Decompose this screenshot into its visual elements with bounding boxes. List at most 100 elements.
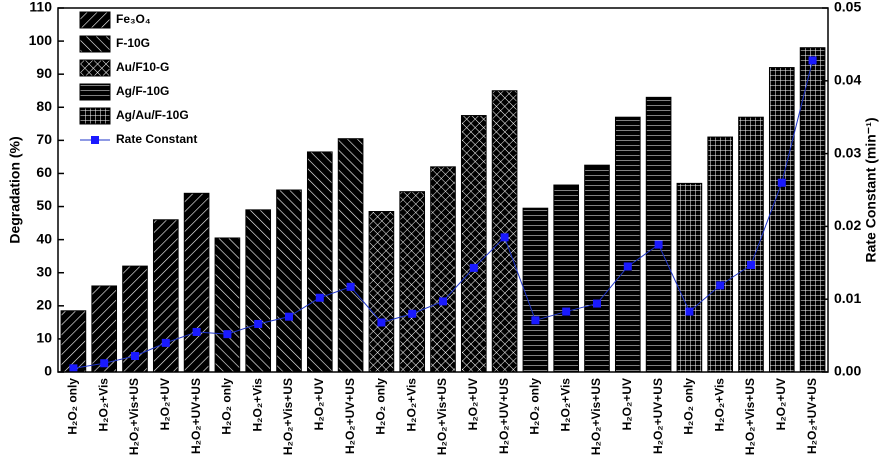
y2-tick-label: 0.05 [834,0,861,15]
x-tick-label: H₂O₂+UV [620,378,634,430]
bar [799,47,826,373]
marker [254,319,263,328]
bar [183,192,210,373]
marker [685,307,694,316]
x-tick-label: H₂O₂+Vis+US [589,378,603,455]
x-tick-label: H₂O₂ only [374,378,388,435]
x-tick-label: H₂O₂+Vis+US [743,378,757,455]
y2-tick-label: 0.02 [834,217,861,233]
x-tick-label: H₂O₂+UV [466,378,480,430]
marker [100,359,109,368]
marker [654,240,663,249]
marker [469,263,478,272]
bar [707,136,734,373]
marker [623,262,632,271]
x-tick-label: H₂O₂+UV+US [651,378,665,454]
x-tick-label: H₂O₂+Vis [96,378,110,432]
marker [408,309,417,318]
y-tick-label: 50 [36,197,52,213]
marker [531,316,540,325]
x-tick-label: H₂O₂+Vis [558,378,572,432]
legend-label: Fe₃O₄ [116,12,151,26]
marker [223,330,232,339]
y-tick-label: 30 [36,263,52,279]
y-tick-label: 40 [36,230,52,246]
legend-swatch [79,59,111,77]
y2-axis-title: Rate Constant (min⁻¹) [863,117,879,262]
bar [738,116,764,373]
bar [768,67,795,373]
bar [614,116,641,373]
bar [337,138,364,373]
bar [91,285,118,373]
y-tick-label: 10 [36,330,52,346]
x-tick-label: H₂O₂ only [66,378,80,435]
marker [500,233,509,242]
y-tick-label: 100 [29,32,53,48]
y-tick-label: 90 [36,65,52,81]
marker [161,338,170,347]
plot-frame [57,7,829,373]
bar [553,184,580,373]
bar [152,219,179,373]
x-tick-label: H₂O₂+Vis [250,378,264,432]
bar [676,182,703,373]
y-tick-label: 80 [36,98,52,114]
legend-label: Ag/Au/F-10G [116,108,189,122]
x-tick-label: H₂O₂ only [528,378,542,435]
bar [214,237,241,373]
marker [377,318,386,327]
y-tick-label: 70 [36,131,52,147]
marker [439,297,447,306]
marker [593,299,601,308]
y-axis-title: Degradation (%) [7,136,23,243]
x-tick-label: H₂O₂+Vis+US [127,378,141,455]
bar [245,209,272,373]
x-tick-label: H₂O₂+UV+US [343,378,357,454]
x-tick-label: H₂O₂+UV+US [805,378,819,454]
marker [777,178,786,187]
x-tick-label: H₂O₂+Vis [404,378,418,432]
marker [808,56,817,65]
marker [562,307,571,316]
marker [69,364,78,373]
bar [430,166,456,373]
x-tick-label: H₂O₂ only [220,378,234,435]
y2-tick-label: 0.04 [834,72,861,88]
marker [346,282,355,291]
bar [522,207,549,373]
y-tick-label: 0 [44,363,52,379]
bar [306,151,333,373]
bar [368,211,395,373]
legend-swatch [79,11,111,29]
bar [60,310,87,373]
x-tick-label: H₂O₂+Vis+US [435,378,449,455]
y-tick-label: 60 [36,164,52,180]
y-tick-label: 20 [36,297,52,313]
bar [645,96,672,373]
marker [315,293,324,302]
y-tick-label: 110 [29,0,52,15]
bar [584,164,610,373]
marker [192,327,201,336]
x-tick-label: H₂O₂+UV [158,378,172,430]
x-tick-label: H₂O₂+UV+US [497,378,511,454]
y2-tick-label: 0.01 [834,290,861,306]
legend-label: Ag/F-10G [116,84,169,98]
bar [276,189,302,373]
legend-swatch [79,83,111,101]
marker [131,351,139,360]
x-tick-label: H₂O₂ only [682,378,696,435]
bar [460,115,487,373]
x-tick-label: H₂O₂+Vis [712,378,726,432]
legend-marker [91,136,99,144]
legend-label: F-10G [116,36,150,50]
legend-label: Au/F10-G [116,60,169,74]
x-tick-label: H₂O₂+UV [312,378,326,430]
x-tick-label: H₂O₂+UV [774,378,788,430]
bar [399,191,426,373]
legend-label: Rate Constant [116,132,197,146]
bar [491,90,518,373]
marker [716,281,725,290]
